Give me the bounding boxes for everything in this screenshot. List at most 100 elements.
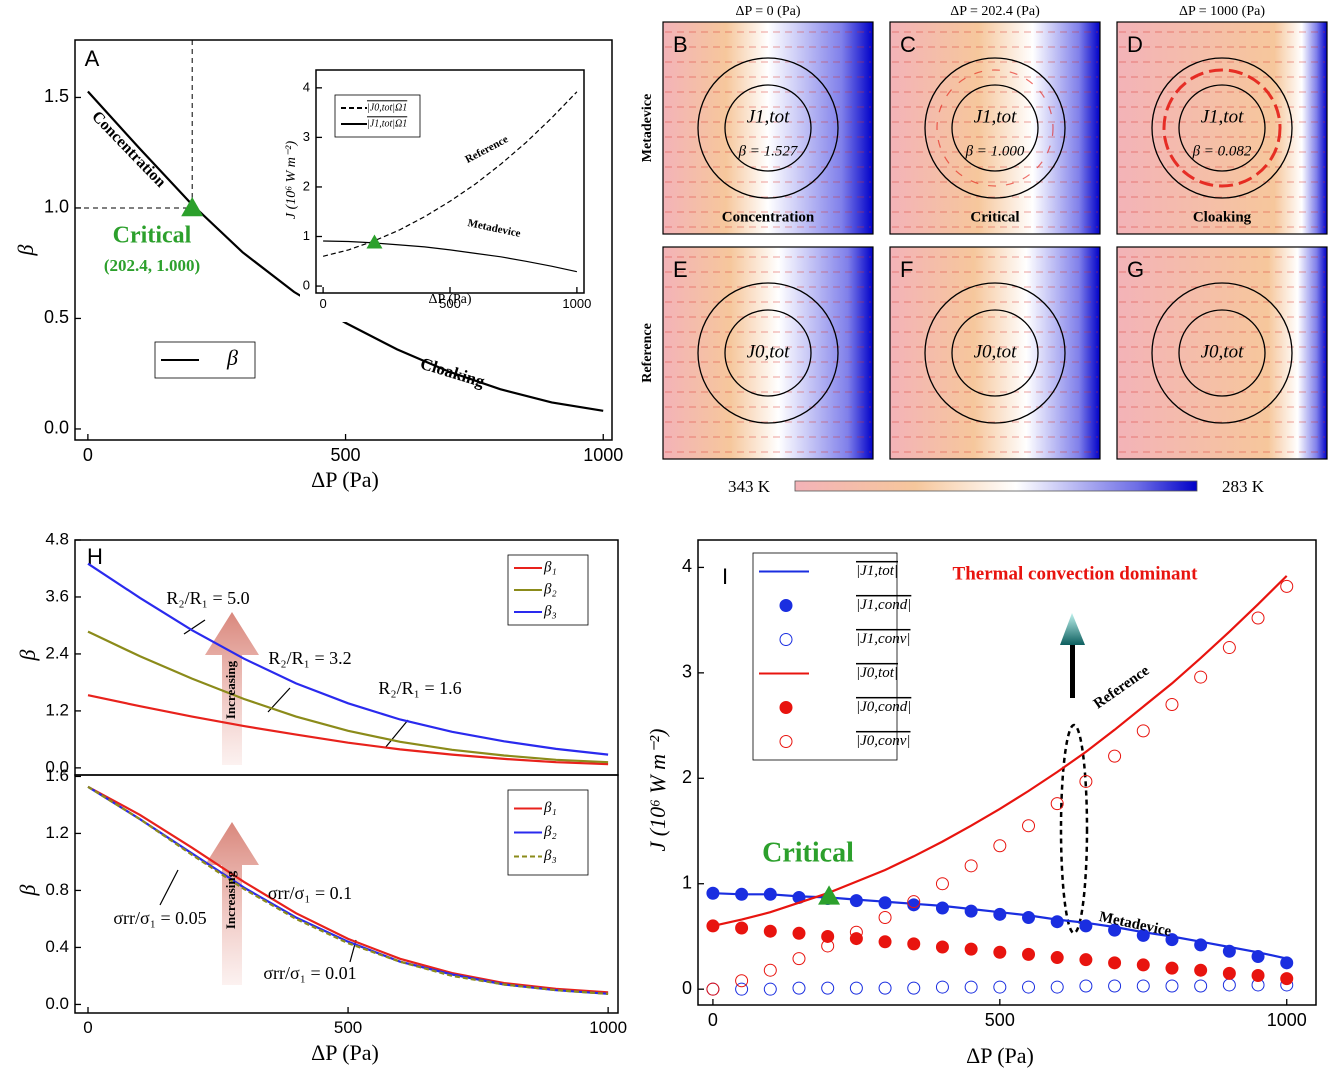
y-tick-label: 0.4 — [45, 937, 69, 956]
legend-box — [507, 789, 589, 876]
panel-label: I — [722, 564, 728, 589]
data-point — [763, 924, 777, 938]
data-point — [993, 839, 1007, 853]
data-point — [935, 940, 949, 954]
x-tick-label: 1000 — [589, 1018, 627, 1037]
legend-label: |J0,cond| — [856, 699, 911, 715]
data-point — [907, 895, 921, 909]
data-point — [1136, 958, 1150, 972]
flux-label: J0,tot — [1201, 341, 1244, 362]
y-tick-label: 3 — [682, 662, 692, 682]
inner-ring — [1178, 84, 1266, 172]
x-axis-label: ΔP (Pa) — [311, 467, 379, 492]
data-point — [907, 898, 921, 912]
x-tick-label: 500 — [985, 1010, 1015, 1030]
critical-marker — [181, 196, 204, 217]
x-tick-label: 0 — [319, 296, 326, 311]
critical-marker — [366, 234, 383, 249]
column-title: ΔP = 1000 (Pa) — [1179, 4, 1265, 19]
series-line — [87, 90, 604, 412]
data-point — [1108, 749, 1122, 763]
y-tick-label: 4.8 — [45, 529, 69, 548]
data-point — [1022, 947, 1036, 961]
y-tick-label: 1 — [303, 228, 310, 243]
annotation: Thermal convection dominant — [953, 563, 1199, 584]
annotation: (202.4, 1.000) — [104, 256, 200, 275]
y-tick-label: 0 — [682, 978, 692, 998]
beta-label: β = 1.000 — [965, 143, 1025, 159]
y-axis-label: β — [15, 884, 40, 896]
x-tick-label: 1000 — [1267, 1010, 1307, 1030]
y-tick-label: 0.0 — [44, 418, 69, 438]
legend-marker — [779, 701, 793, 714]
series-line — [87, 785, 609, 994]
data-point — [1108, 979, 1122, 993]
annotation: Increasing — [223, 660, 238, 719]
data-point — [964, 942, 978, 956]
regime-label: Cloaking — [1193, 209, 1252, 225]
data-point — [907, 937, 921, 951]
data-point — [1280, 579, 1294, 593]
data-point — [1079, 979, 1093, 993]
annotation: Increasing — [223, 870, 238, 929]
y-tick-label: 1.5 — [44, 86, 69, 106]
data-point — [878, 981, 892, 995]
series-line — [323, 240, 578, 273]
legend-marker — [779, 735, 793, 748]
data-point — [1136, 979, 1150, 993]
increase-arrow — [205, 612, 259, 985]
data-point — [935, 901, 949, 915]
outer-ring — [924, 282, 1066, 424]
x-axis-label: ΔP (Pa) — [428, 292, 471, 307]
field-map — [1116, 21, 1328, 235]
data-point — [935, 980, 949, 994]
series-line — [87, 562, 609, 756]
data-point — [849, 925, 863, 939]
outer-ring — [1151, 282, 1293, 424]
data-point — [1022, 980, 1036, 994]
data-point — [706, 982, 720, 996]
data-point — [792, 926, 806, 940]
x-tick-label: 1000 — [562, 296, 591, 311]
y-tick-label: 3.6 — [45, 586, 69, 605]
plot-frame — [315, 69, 585, 294]
flux-label: J1,tot — [747, 106, 790, 127]
data-point — [1222, 978, 1236, 992]
data-point — [763, 963, 777, 977]
annotation: Critical — [762, 837, 854, 868]
data-point — [907, 981, 921, 995]
y-tick-label: 1.6 — [45, 766, 69, 785]
data-point — [1280, 956, 1294, 970]
data-point — [1050, 915, 1064, 929]
panel-label: A — [85, 46, 100, 71]
y-tick-label: 0.5 — [44, 307, 69, 327]
x-axis-label: ΔP (Pa) — [966, 1043, 1034, 1068]
annotation: σrr/σ₁ = 0.1 — [268, 883, 352, 903]
data-point — [878, 896, 892, 910]
y-tick-label: 4 — [303, 79, 310, 94]
cloak-flow — [1162, 68, 1282, 188]
data-point — [1079, 953, 1093, 967]
x-tick-label: 500 — [334, 1018, 362, 1037]
flux-label: J0,tot — [974, 341, 1017, 362]
data-point — [735, 974, 749, 988]
data-point — [706, 886, 720, 900]
y-tick-label: 2.4 — [45, 643, 69, 662]
annotation: Reference — [1091, 662, 1153, 712]
legend-marker — [779, 633, 793, 646]
data-point — [1079, 919, 1093, 933]
series-line — [87, 630, 609, 764]
beta-label: β = 1.527 — [738, 143, 799, 159]
inner-ring — [951, 84, 1039, 172]
inner-ring — [1178, 309, 1266, 397]
data-point — [1022, 819, 1036, 833]
data-point — [1251, 968, 1265, 982]
y-tick-label: 0.0 — [45, 757, 69, 776]
y-axis-label: β — [15, 649, 40, 661]
y-tick-label: 0.8 — [45, 880, 69, 899]
x-axis-label: ΔP (Pa) — [311, 1040, 379, 1065]
legend-label: β₃ — [543, 603, 557, 619]
data-point — [706, 919, 720, 933]
panel-label: G — [1127, 257, 1144, 282]
panel-label: D — [1127, 32, 1143, 57]
